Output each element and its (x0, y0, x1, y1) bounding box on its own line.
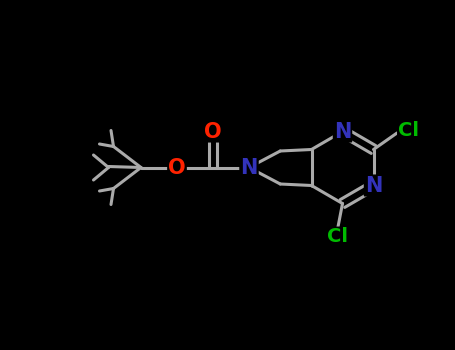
Text: Cl: Cl (398, 121, 419, 140)
Text: O: O (204, 121, 222, 141)
Text: N: N (240, 158, 258, 177)
Text: N: N (365, 175, 382, 196)
Text: O: O (168, 158, 186, 177)
Text: N: N (334, 121, 351, 141)
Text: Cl: Cl (327, 228, 348, 246)
